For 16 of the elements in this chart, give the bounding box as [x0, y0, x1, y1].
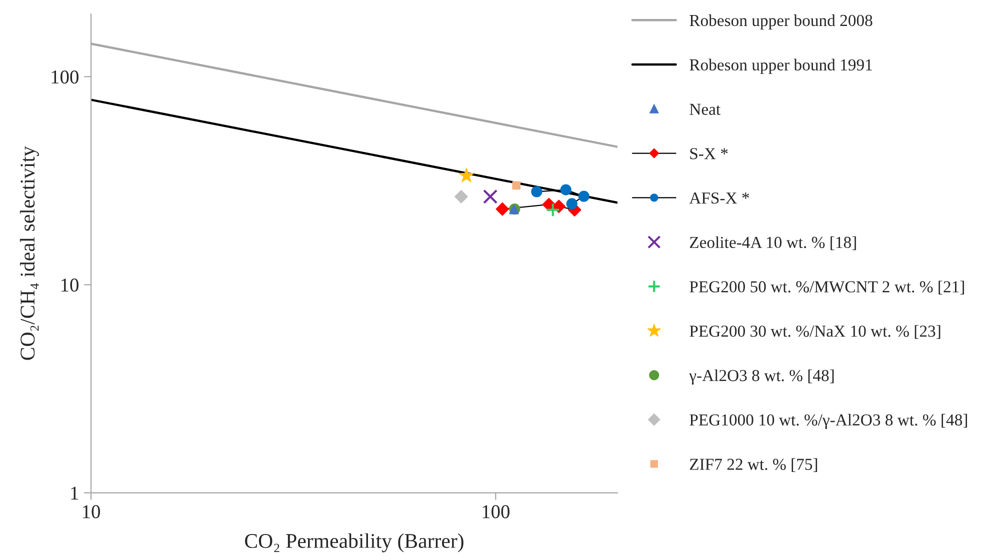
y-tick-label: 1	[71, 486, 78, 500]
legend-label: Robeson upper bound 1991	[690, 58, 872, 74]
legend-label: S-X *	[690, 148, 728, 160]
y-axis-title: CO₂/CH₄ ideal selectivity	[20, 146, 39, 360]
legend-label: ZIF7 22 wt. % [75]	[690, 458, 818, 472]
legend-label: Robeson upper bound 2008	[690, 14, 872, 30]
y-tick-label: 10	[61, 278, 78, 292]
legend-label: AFS-X *	[689, 192, 749, 204]
legend-label: PEG1000 10 wt. %/γ-Al2O3 8 wt. % [48]	[690, 414, 967, 429]
legend-label: Neat	[690, 104, 720, 115]
y-tick-label: 100	[52, 70, 78, 84]
legend-label: PEG200 50 wt. %/MWCNT 2 wt. % [21]	[690, 280, 964, 294]
legend-label: γ-Al2O3 8 wt. % [48]	[689, 369, 834, 385]
legend-label: PEG200 30 wt. %/NaX 10 wt. % [23]	[690, 325, 940, 339]
legend-label: Zeolite-4A 10 wt. % [18]	[690, 236, 856, 250]
x-axis-title: CO₂ Permeability (Barrer)	[245, 533, 464, 552]
